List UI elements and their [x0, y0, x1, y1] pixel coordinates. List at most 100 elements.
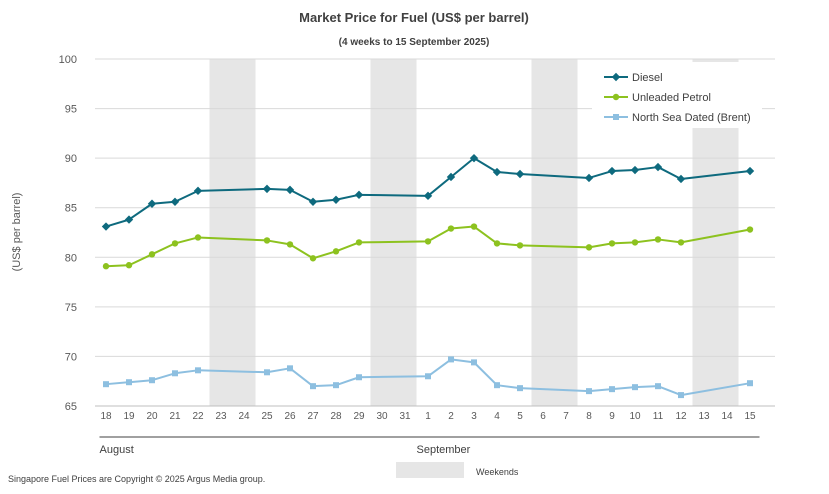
- weekend-band: [531, 59, 578, 406]
- data-point: [103, 381, 109, 388]
- data-point: [424, 238, 432, 245]
- weekend-band: [370, 59, 417, 406]
- data-point: [676, 174, 686, 184]
- data-point: [170, 197, 180, 206]
- data-point: [423, 191, 433, 201]
- x-tick-label: 30: [376, 411, 388, 422]
- data-point: [285, 185, 295, 195]
- series-lines: [101, 153, 755, 399]
- data-point: [124, 215, 134, 224]
- data-point: [494, 382, 500, 389]
- data-point: [171, 240, 179, 247]
- legend: Diesel Unleaded Petrol North Sea Dated (Br…: [592, 62, 762, 128]
- x-tick-label: 19: [123, 411, 135, 422]
- legend-entry: Unleaded Petrol: [632, 92, 711, 104]
- x-tick-label: 24: [238, 411, 250, 422]
- y-tick-label: 95: [65, 104, 77, 116]
- data-point: [586, 388, 592, 395]
- x-tick-label: 1: [425, 411, 431, 422]
- data-point: [515, 169, 525, 179]
- y-tick-label: 100: [59, 54, 77, 66]
- x-tick-label: 5: [517, 411, 523, 422]
- data-point: [446, 172, 456, 182]
- x-tick-label: 28: [330, 411, 342, 422]
- x-tick-label: 11: [653, 411, 664, 422]
- x-tick-label: 3: [471, 411, 477, 422]
- gridlines: [95, 58, 775, 407]
- y-axis-ticks: 65 70 75 80 85 90 95 100: [59, 54, 77, 413]
- data-point: [653, 162, 663, 172]
- weekend-band: [209, 59, 256, 406]
- data-point: [747, 380, 753, 387]
- weekend-legend-label: Weekends: [476, 467, 519, 477]
- data-point: [585, 244, 593, 251]
- month-label: September: [417, 444, 471, 456]
- y-tick-label: 80: [65, 252, 77, 264]
- data-point: [469, 153, 479, 163]
- y-axis-label: (US$ per barrel): [11, 193, 23, 272]
- x-tick-label: 13: [698, 411, 710, 422]
- data-point: [331, 195, 341, 204]
- data-point: [287, 365, 293, 372]
- data-point: [195, 367, 201, 374]
- data-point: [264, 369, 270, 376]
- data-point: [654, 236, 662, 243]
- y-tick-label: 75: [65, 302, 77, 314]
- x-tick-label: 2: [448, 411, 454, 422]
- x-tick-label: 4: [494, 411, 500, 422]
- data-point: [310, 383, 316, 390]
- x-axis-ticks: 18 19 20 21 22 23 24 25 26 27 28 29 30 31 1 2 3 4 5 6 7 8 9 10 1…: [100, 411, 756, 422]
- data-point: [194, 234, 202, 241]
- x-tick-label: 21: [169, 411, 181, 422]
- x-tick-label: 15: [744, 411, 756, 422]
- x-tick-label: 20: [146, 411, 158, 422]
- x-tick-label: 29: [353, 411, 365, 422]
- data-point: [631, 239, 639, 246]
- data-point: [470, 223, 478, 230]
- data-point: [263, 237, 271, 244]
- data-point: [608, 240, 616, 247]
- y-tick-label: 70: [65, 351, 77, 363]
- chart-title: Market Price for Fuel (US$ per barrel): [299, 10, 529, 25]
- data-point: [678, 392, 684, 399]
- x-tick-label: 14: [721, 411, 733, 422]
- x-tick-label: 9: [609, 411, 615, 422]
- data-point: [126, 379, 132, 386]
- data-point: [677, 239, 685, 246]
- weekend-legend-swatch: [396, 462, 464, 478]
- data-point: [147, 199, 157, 208]
- data-point: [148, 251, 156, 258]
- data-point: [746, 226, 754, 233]
- data-point: [332, 248, 340, 255]
- x-tick-label: 7: [563, 411, 569, 422]
- data-point: [492, 167, 502, 177]
- data-point: [149, 377, 155, 384]
- chart-subtitle: (4 weeks to 15 September 2025): [339, 37, 490, 48]
- data-point: [101, 222, 111, 231]
- x-tick-label: 6: [540, 411, 546, 422]
- data-point: [354, 190, 364, 200]
- data-point: [309, 255, 317, 262]
- legend-marker: [613, 114, 619, 120]
- legend-marker: [612, 93, 620, 101]
- data-point: [333, 382, 339, 389]
- data-point: [584, 173, 594, 183]
- series-line: [105, 225, 751, 268]
- copyright-note: Singapore Fuel Prices are Copyright © 20…: [8, 474, 265, 484]
- month-labels: August September: [99, 436, 760, 456]
- data-point: [193, 186, 203, 196]
- x-tick-label: 10: [629, 411, 641, 422]
- data-point: [102, 263, 110, 270]
- data-point: [517, 385, 523, 392]
- x-tick-label: 31: [399, 411, 411, 422]
- data-point: [425, 373, 431, 380]
- y-tick-label: 90: [65, 153, 77, 165]
- data-point: [630, 165, 640, 175]
- data-point: [493, 240, 501, 247]
- data-point: [471, 359, 477, 366]
- x-tick-label: 27: [307, 411, 319, 422]
- data-point: [448, 356, 454, 363]
- data-point: [447, 225, 455, 232]
- legend-entry: Diesel: [632, 72, 663, 84]
